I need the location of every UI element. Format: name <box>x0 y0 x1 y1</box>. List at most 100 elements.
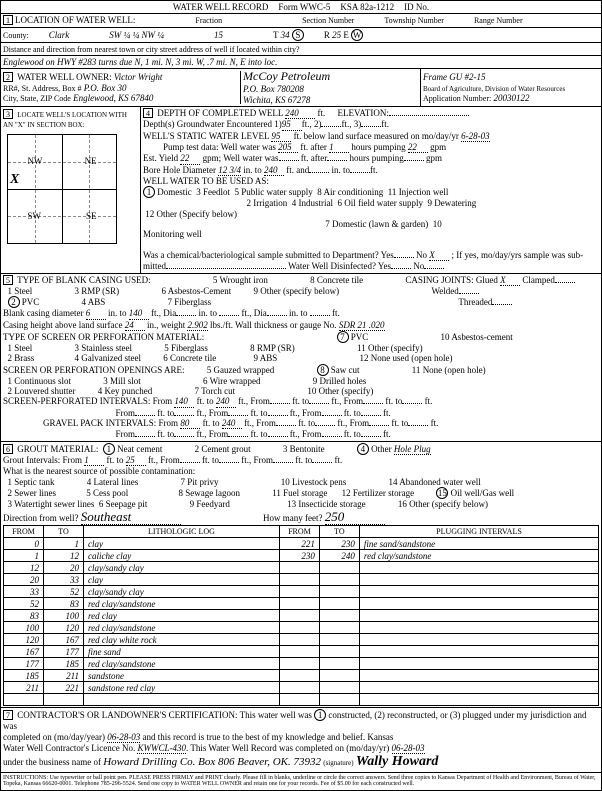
log-row: 120167red clay white rock <box>4 634 599 646</box>
th-to: TO <box>44 526 84 538</box>
log-cell <box>319 562 359 574</box>
comp-label: completed on (mo/day/year) <box>3 732 105 742</box>
log-cell <box>319 598 359 610</box>
log-cell <box>84 694 280 706</box>
o6: Wire wrapped <box>210 376 261 386</box>
section-7-cert: 7 CONTRACTOR'S OR LANDOWNER'S CERTIFICAT… <box>1 708 601 772</box>
log-cell <box>319 646 359 658</box>
rng-label: Range Number <box>474 16 523 25</box>
threaded: Threaded <box>458 297 492 307</box>
log-cell <box>359 610 598 622</box>
log-cell: red clay/sandstone <box>84 658 280 670</box>
gt3: ft. to <box>157 429 174 439</box>
height-label: Casing height above land surface <box>3 320 122 330</box>
log-cell <box>279 598 319 610</box>
appnum-value: 20030122 <box>493 93 529 103</box>
n1: Septic tank <box>14 477 54 487</box>
ptl: ft. to <box>197 396 214 406</box>
dia-in2: in. to <box>289 308 308 318</box>
screen-label: TYPE OF SCREEN OR PERFORATION MATERIAL: <box>3 332 204 342</box>
pump-label: Pump test data: Well water was <box>163 142 276 152</box>
gf3: ft., From <box>197 429 229 439</box>
log-cell: 185 <box>4 670 44 682</box>
use-10: Monitoring well <box>143 229 202 239</box>
log-cell <box>279 646 319 658</box>
well-x-mark: X <box>10 172 19 188</box>
section-number-1: 1 <box>3 15 13 25</box>
gf4: ft., From <box>290 429 322 439</box>
est-value: 22 <box>180 153 200 164</box>
joints-x: X <box>500 275 520 286</box>
dir-label: Direction from well? <box>3 513 78 523</box>
gt2: ft. to <box>391 418 408 428</box>
ne-label: NE <box>85 156 97 166</box>
s7-sel: 7 <box>337 331 349 343</box>
log-cell: 52 <box>4 598 44 610</box>
o8: Saw cut <box>331 365 360 375</box>
weight-val: 2.902 <box>187 320 207 331</box>
chem-label: Was a chemical/bacteriological sample su… <box>143 250 394 260</box>
log-cell <box>319 670 359 682</box>
ff2: ft., From <box>331 396 363 406</box>
o11: None (open hole) <box>423 365 486 375</box>
log-cell: red clay <box>84 610 280 622</box>
gravel-from: 80 <box>180 418 200 429</box>
section-1-location: 1 LOCATION OF WATER WELL: Fraction Secti… <box>1 14 601 27</box>
log-cell: 177 <box>44 646 84 658</box>
s12: None used (open hole) <box>371 353 453 363</box>
use-3: Feedlot <box>203 187 230 197</box>
log-cell: 100 <box>44 610 84 622</box>
log-cell <box>359 574 598 586</box>
bore-in2: in. to <box>332 165 351 175</box>
pump-gpm: 22 <box>408 142 428 153</box>
feet-label: How many feet? <box>263 513 322 523</box>
chem-no: No <box>416 250 427 260</box>
log-cell: 83 <box>44 598 84 610</box>
s11: Other (specify) <box>368 343 423 353</box>
log-row: 2033clay <box>4 574 599 586</box>
log-cell: 167 <box>4 646 44 658</box>
log-cell: sandstone red clay <box>84 682 280 694</box>
log-cell: 230 <box>279 550 319 562</box>
log-cell: 221 <box>44 682 84 694</box>
depth-value: 240 <box>285 108 315 119</box>
log-cell: 211 <box>44 670 84 682</box>
ff4: ft., From <box>290 408 322 418</box>
use-2: Irrigation <box>253 198 287 208</box>
log-row: 5283red clay/sandstone <box>4 598 599 610</box>
dia-ft2: ft., Dia <box>242 308 267 318</box>
log-cell <box>279 658 319 670</box>
section-number-3: 3 <box>3 109 13 119</box>
cert-label: CONTRACTOR'S OR LANDOWNER'S CERTIFICATIO… <box>17 710 312 720</box>
n3: Watertight sewer lines <box>14 499 94 509</box>
log-cell <box>359 658 598 670</box>
depth-label: DEPTH OF COMPLETED WELL <box>157 108 283 118</box>
gint-from: 1 <box>84 455 104 466</box>
id-no-label: ID No. <box>404 2 429 12</box>
n15-sel: 15 <box>436 487 448 499</box>
log-cell <box>319 610 359 622</box>
log-cell: 185 <box>44 658 84 670</box>
n13: Insecticide storage <box>298 499 365 509</box>
log-cell <box>359 634 598 646</box>
c6: Asbestos-Cement <box>168 286 232 296</box>
log-row: 83100red clay <box>4 610 599 622</box>
section-1-values: County: Clark SW ¼ ¼ NW ¼ 15 T 34 S R 25… <box>1 28 601 43</box>
log-cell <box>279 574 319 586</box>
ft: ft. to <box>292 396 309 406</box>
log-cell <box>319 622 359 634</box>
gw1-value: 95 <box>282 119 302 130</box>
joints-label: CASING JOINTS: Glued <box>405 275 498 285</box>
addr-value: P.O. Box 30 <box>84 83 127 93</box>
use-label: WELL WATER TO BE USED AS: <box>143 176 269 186</box>
form-title: WATER WELL RECORD <box>173 2 269 12</box>
operator-name: McCoy Petroleum <box>243 69 330 83</box>
gint-label: Grout Intervals: From <box>3 455 82 465</box>
fe2: ft. <box>383 408 391 418</box>
dia-to: in. to <box>108 308 127 318</box>
log-cell: red clay/sandstone <box>84 598 280 610</box>
log-cell <box>319 634 359 646</box>
open-label: SCREEN OR PERFORATION OPENINGS ARE: <box>3 365 185 375</box>
city-value: Englewood, KS 67840 <box>73 93 153 103</box>
use-12: Other (Specify below) <box>157 209 237 219</box>
